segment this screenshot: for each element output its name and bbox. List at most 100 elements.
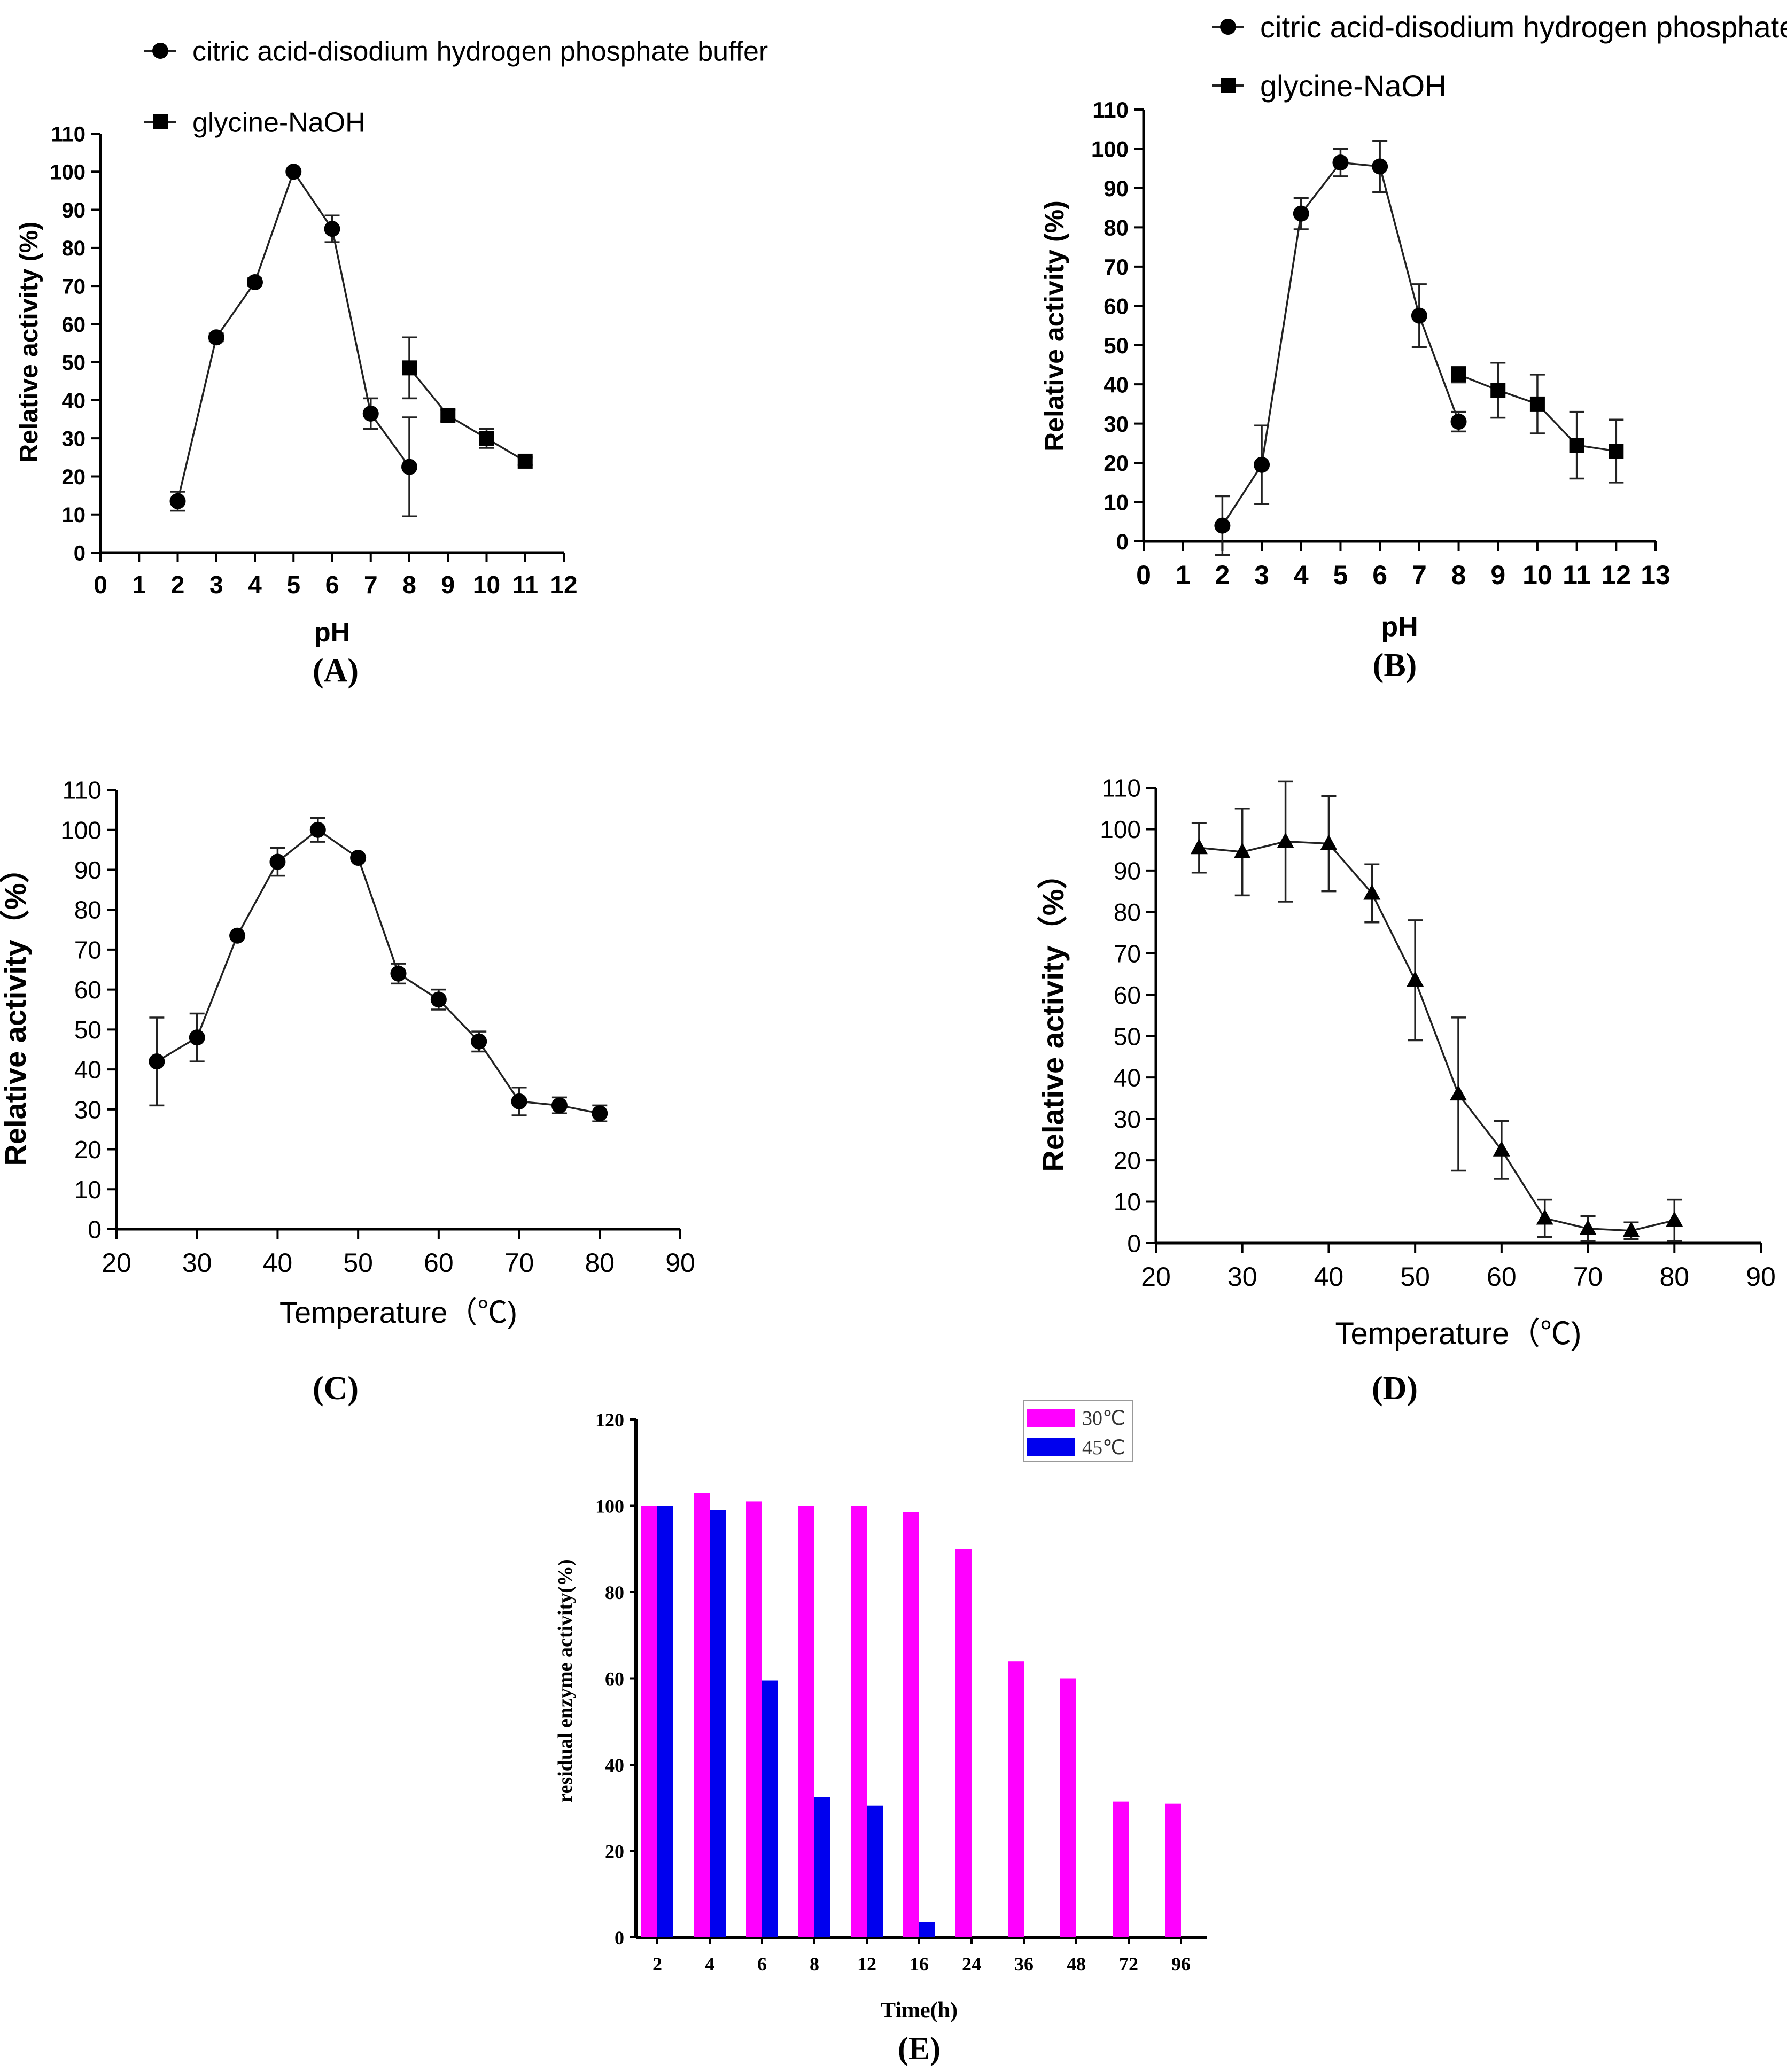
data-point [551,1097,568,1114]
x-tick-label: 40 [1314,1262,1344,1292]
bar [762,1680,778,1937]
y-tick-label: 120 [595,1409,624,1431]
y-tick-label: 40 [1114,1064,1141,1092]
data-point [285,164,302,180]
y-tick-label: 100 [60,816,102,844]
legend-label: 45℃ [1082,1437,1125,1459]
y-tick-label: 70 [1104,254,1129,280]
series-line [156,828,600,1115]
y-tick-label: 40 [1104,372,1129,397]
legend-label: 30℃ [1082,1407,1125,1430]
x-tick-label: 70 [1573,1262,1603,1292]
bar [1165,1803,1181,1937]
y-tick-label: 30 [74,1096,102,1123]
x-tick-label: 3 [1254,560,1269,590]
y-tick-label: 90 [62,199,86,222]
data-point [324,221,340,237]
data-point [1529,396,1545,412]
x-tick-label: 4 [1294,560,1309,590]
bar [955,1549,972,1937]
y-tick-label: 30 [1104,412,1129,437]
bar [657,1506,673,1937]
data-point [1372,158,1388,175]
data-point [402,360,417,376]
y-axis-label: Relative activity（%） [0,853,32,1166]
x-tick-label: 8 [1451,560,1466,590]
y-tick-label: 100 [1100,816,1141,843]
panel-label: (B) [1373,647,1417,684]
x-tick-label: 8 [402,571,416,599]
y-tick-label: 80 [605,1582,624,1603]
legend-label: citric acid-disodium hydrogen phosphate … [192,36,768,67]
y-tick-label: 10 [1104,490,1129,515]
x-tick-label: 36 [1014,1953,1034,1975]
y-axis-label: residual enzyme activity(%) [554,1559,577,1802]
data-point [1190,839,1208,855]
y-tick-label: 80 [1104,215,1129,240]
x-tick-label: 11 [512,571,538,599]
series-line [1199,840,1675,1232]
x-tick-label: 5 [286,571,300,599]
y-tick-label: 10 [62,503,86,527]
y-tick-label: 90 [1104,176,1129,201]
x-tick-label: 20 [1141,1262,1171,1292]
y-tick-label: 60 [62,313,86,337]
x-tick-label: 48 [1067,1953,1086,1975]
bar [798,1506,814,1937]
x-tick-label: 12 [857,1953,876,1975]
y-tick-label: 70 [74,936,102,964]
x-tick-label: 2 [171,571,185,599]
x-tick-label: 10 [473,571,500,599]
data-point [390,965,407,982]
y-tick-label: 90 [74,856,102,884]
chart-panel-c: 0 10 20 30 40 50 60 70 80 90 100 110 20 30 40 50 60 70 80 9… [0,777,695,1407]
data-point [1363,884,1381,900]
x-axis-label: pH [314,617,350,647]
x-tick-label: 90 [665,1248,695,1278]
series-line [408,367,526,462]
y-tick-label: 0 [1127,1230,1141,1258]
data-point [1609,444,1624,459]
data-point [309,821,326,838]
data-point [1332,154,1349,171]
x-tick-label: 8 [810,1953,819,1975]
x-axis-label: Temperature（℃) [1335,1316,1582,1351]
x-tick-label: 50 [1400,1262,1430,1292]
data-point [1490,383,1506,398]
y-tick-label: 20 [62,465,86,489]
data-point [149,1053,165,1070]
y-tick-label: 80 [1114,898,1141,926]
x-tick-label: 7 [1412,560,1427,590]
data-point [592,1105,608,1122]
bar [919,1922,935,1937]
y-tick-label: 80 [62,237,86,260]
bar [867,1805,883,1937]
x-tick-label: 16 [910,1953,929,1975]
y-axis-label: Relative activity（%） [1036,859,1070,1171]
data-point [1451,367,1466,382]
bar [1113,1801,1129,1937]
y-tick-label: 60 [74,976,102,1004]
legend-marker [1221,78,1236,93]
x-tick-label: 30 [1227,1262,1257,1292]
y-tick-label: 50 [1104,333,1129,358]
bar [746,1501,762,1937]
y-tick-label: 60 [1114,981,1141,1009]
x-tick-label: 12 [550,571,577,599]
y-axis-label: Relative activity (%) [1039,200,1069,452]
data-point [1622,1221,1640,1237]
y-tick-label: 50 [1114,1022,1141,1050]
x-tick-label: 12 [1601,560,1631,590]
y-tick-label: 100 [1091,137,1129,162]
legend-marker [152,43,168,59]
x-tick-label: 6 [1372,560,1387,590]
data-point [1214,517,1231,534]
y-tick-label: 60 [1104,293,1129,319]
legend-label: glycine-NaOH [1260,69,1447,103]
y-tick-label: 30 [1114,1105,1141,1133]
x-tick-label: 80 [585,1248,615,1278]
y-tick-label: 10 [74,1176,102,1204]
data-point [517,453,533,469]
